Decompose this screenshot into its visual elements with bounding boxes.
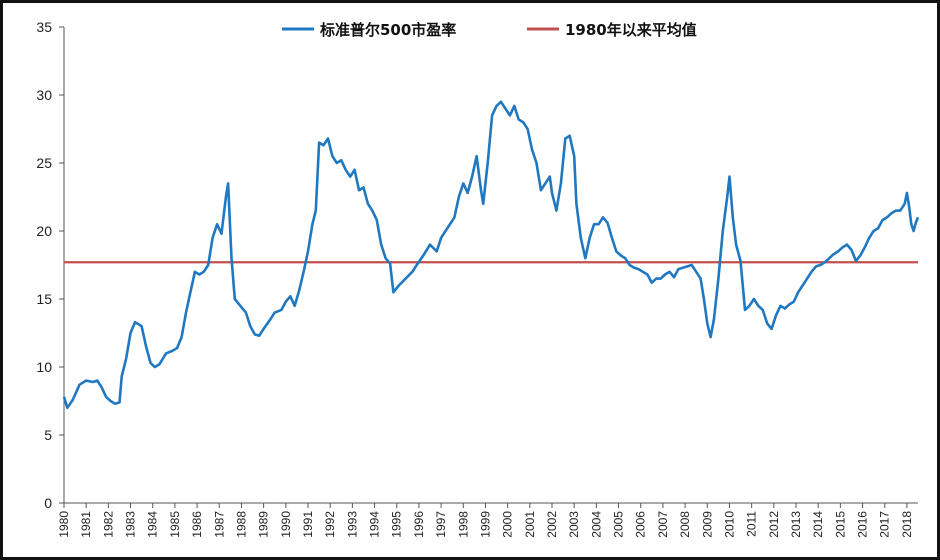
axes [59, 26, 918, 508]
x-tick-label: 1986 [190, 511, 204, 538]
y-tick-label: 25 [36, 155, 52, 171]
x-tick-label: 2001 [523, 511, 537, 538]
series-line-pe [62, 100, 920, 410]
x-tick-label: 2007 [656, 511, 670, 538]
x-tick-label: 1993 [345, 511, 359, 538]
x-tick-label: 2016 [856, 511, 870, 538]
x-tick-labels: 1980 1981 1982 1983 1984 1985 1986 1987 1988 1989… [57, 511, 914, 538]
x-tick-label: 2014 [811, 511, 825, 538]
series-group [62, 100, 920, 410]
x-tick-label: 2010 [722, 511, 736, 538]
x-tick-label: 1985 [168, 511, 182, 538]
x-tick-label: 2008 [678, 511, 692, 538]
legend: 标准普尔500市盈率 1980年以来平均值 [282, 21, 697, 39]
x-tick-label: 2012 [767, 511, 781, 538]
y-tick-labels: 0 5 10 15 20 25 30 35 [36, 19, 52, 511]
x-tick-label: 2018 [900, 511, 914, 538]
x-tick-label: 1982 [101, 511, 115, 538]
x-tick-label: 1994 [368, 511, 382, 538]
y-tick-label: 35 [36, 19, 52, 35]
x-tick-label: 1989 [257, 511, 271, 538]
y-tick-label: 5 [44, 427, 52, 443]
legend-label-average: 1980年以来平均值 [565, 21, 697, 39]
x-tick-label: 2009 [700, 511, 714, 538]
y-tick-label: 30 [36, 87, 52, 103]
legend-label-pe: 标准普尔500市盈率 [319, 21, 456, 39]
x-tick-label: 2003 [567, 511, 581, 538]
x-tick-label: 2000 [501, 511, 515, 538]
x-tick-label: 1990 [279, 511, 293, 538]
y-tick-label: 10 [36, 359, 52, 375]
y-tick-label: 0 [44, 495, 52, 511]
x-tick-label: 1980 [57, 511, 71, 538]
x-tick-label: 2011 [745, 511, 759, 537]
x-tick-label: 1997 [434, 511, 448, 538]
x-tick-label: 1981 [79, 511, 93, 538]
x-tick-label: 2002 [545, 511, 559, 538]
x-tick-label: 1987 [212, 511, 226, 538]
x-tick-label: 1992 [323, 511, 337, 538]
x-tick-label: 2015 [833, 511, 847, 538]
x-tick-label: 2005 [612, 511, 626, 538]
x-tick-label: 1999 [478, 511, 492, 538]
x-tick-label: 1996 [412, 511, 426, 538]
x-tick-label: 2006 [634, 511, 648, 538]
x-tick-label: 1984 [146, 511, 160, 538]
x-tick-label: 2004 [589, 511, 603, 538]
x-tick-label: 2017 [878, 511, 892, 538]
x-tick-label: 1983 [124, 511, 138, 538]
y-tick-label: 20 [36, 223, 52, 239]
x-tick-label: 1988 [234, 511, 248, 538]
x-tick-label: 1995 [390, 511, 404, 538]
y-tick-label: 15 [36, 291, 52, 307]
x-tick-label: 1991 [301, 511, 315, 538]
x-tick-label: 2013 [789, 511, 803, 538]
x-tick-label: 1998 [456, 511, 470, 538]
